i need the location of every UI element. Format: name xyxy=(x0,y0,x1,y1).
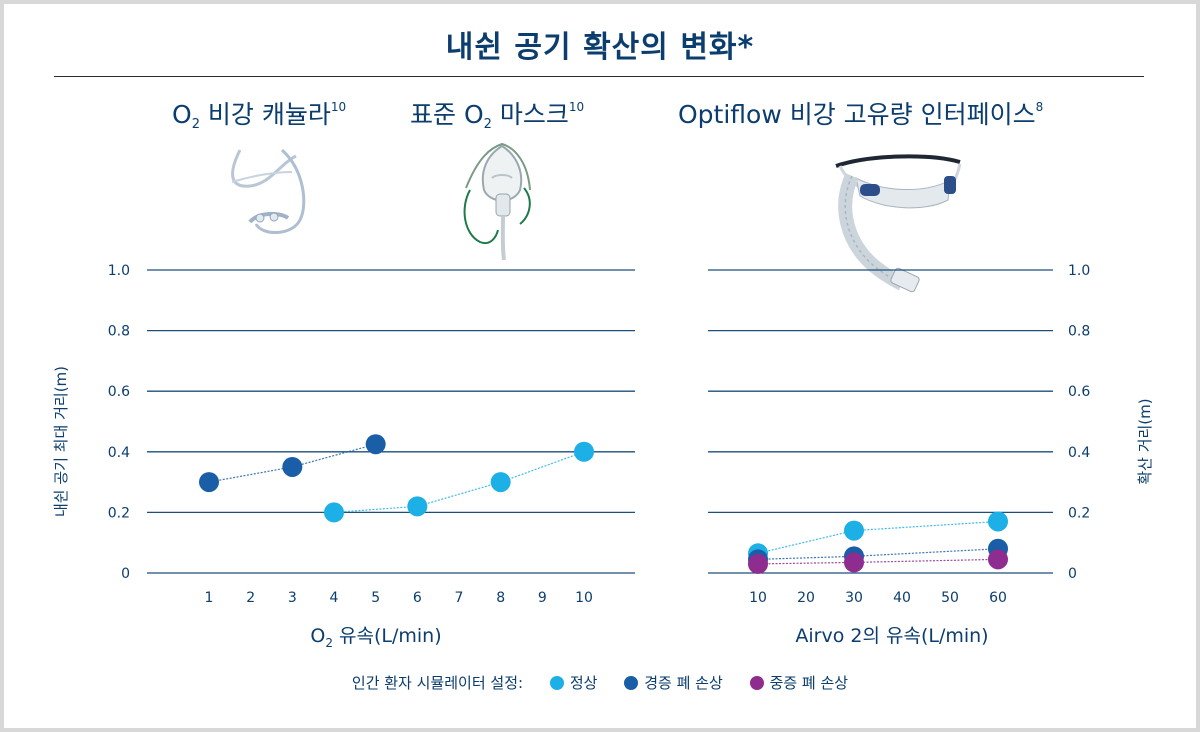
x-tick-label: 2 xyxy=(246,590,255,606)
legend-item-severe: 중증 폐 손상 xyxy=(749,672,848,693)
device-title-nasal-cannula: O2 비강 캐뉼라10 xyxy=(172,100,347,132)
title-divider xyxy=(54,76,1144,77)
x-tick-label: 5 xyxy=(371,590,380,606)
legend-item-mild: 경증 폐 손상 xyxy=(624,672,723,693)
data-point xyxy=(282,456,303,477)
x-tick-label: 50 xyxy=(941,590,959,606)
x-tick-label: 10 xyxy=(575,590,593,606)
x-tick-label: 40 xyxy=(893,590,911,606)
x-tick-label: 4 xyxy=(330,590,339,606)
y-tick-label: 0.6 xyxy=(1068,384,1090,400)
data-point xyxy=(324,502,344,523)
data-point xyxy=(365,434,386,455)
oxygen-mask-image xyxy=(463,142,531,261)
x-tick-label: 3 xyxy=(288,590,297,606)
x-tick-label: 60 xyxy=(989,590,1007,606)
y-tick-label: 0.8 xyxy=(108,324,130,340)
legend-dot-mild xyxy=(624,676,639,690)
legend-dot-normal xyxy=(549,676,564,690)
data-point xyxy=(988,549,1008,570)
y-tick-label: 0.8 xyxy=(1068,324,1090,340)
legend-dot-severe xyxy=(749,676,764,690)
y-tick-label: 0.6 xyxy=(108,384,130,400)
data-point xyxy=(748,553,768,574)
data-point xyxy=(490,472,511,493)
legend: 인간 환자 시뮬레이터 설정: 정상 경증 폐 손상 중증 폐 손상 xyxy=(0,672,1200,693)
series-line xyxy=(757,520,999,554)
x-axis-label: Airvo 2의 유속(L/min) xyxy=(795,625,988,647)
data-point xyxy=(199,472,219,493)
x-tick-label: 6 xyxy=(413,590,422,606)
x-tick-label: 1 xyxy=(205,590,214,606)
series-line xyxy=(333,451,585,513)
x-tick-label: 10 xyxy=(749,590,767,606)
optiflow-interface-image xyxy=(835,154,962,293)
x-tick-label: 30 xyxy=(845,590,863,606)
series-line xyxy=(757,548,999,560)
y-tick-label: 0.4 xyxy=(108,445,130,461)
y-tick-label: 1.0 xyxy=(108,263,130,279)
device-title-mask: 표준 O2 마스크10 xyxy=(410,100,585,132)
y-tick-label: 0.4 xyxy=(1068,445,1090,461)
x-tick-label: 8 xyxy=(496,590,505,606)
y-tick-label: 0 xyxy=(1068,566,1077,582)
y-tick-label: 0.2 xyxy=(1068,505,1090,521)
series-line xyxy=(757,558,999,565)
x-tick-label: 9 xyxy=(538,590,547,606)
data-point xyxy=(574,441,594,462)
data-point xyxy=(988,511,1008,532)
data-point xyxy=(407,496,428,517)
page-title: 내쉰 공기 확산의 변화* xyxy=(445,30,755,65)
nasal-cannula-image xyxy=(231,148,306,234)
y-tick-label: 0.2 xyxy=(108,505,130,521)
y-tick-label: 1.0 xyxy=(1068,263,1090,279)
data-point xyxy=(844,552,864,573)
x-tick-label: 7 xyxy=(455,590,464,606)
x-tick-label: 20 xyxy=(797,590,815,606)
legend-prefix: 인간 환자 시뮬레이터 설정: xyxy=(351,674,524,692)
y-axis-label: 확산 거리(m) xyxy=(1136,398,1154,484)
legend-item-normal: 정상 xyxy=(549,672,597,693)
y-tick-label: 0 xyxy=(121,566,130,582)
device-title-optiflow: Optiflow 비강 고유량 인터페이스8 xyxy=(678,100,1044,129)
data-point xyxy=(844,520,864,541)
x-axis-label: O2 유속(L/min) xyxy=(310,625,441,650)
y-axis-label: 내쉰 공기 최대 거리(m) xyxy=(52,366,70,517)
